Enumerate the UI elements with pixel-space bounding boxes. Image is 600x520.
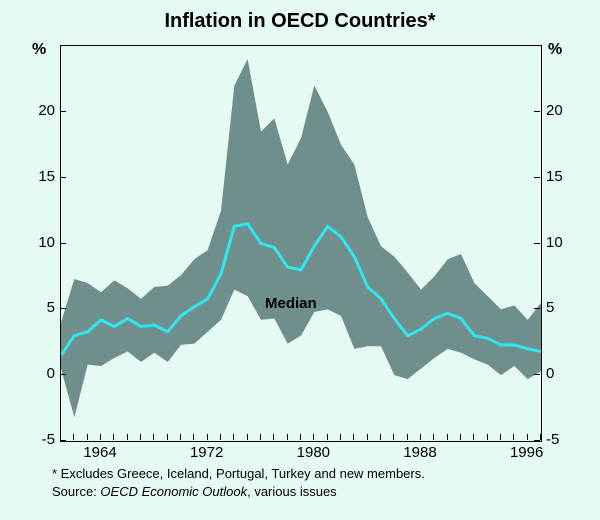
x-tick-mark xyxy=(380,434,381,440)
y-tick-label-left: 15 xyxy=(15,168,55,185)
plot-svg xyxy=(61,46,541,441)
x-tick-mark xyxy=(113,434,114,440)
chart-container: { "chart": { "type": "area+line", "title… xyxy=(0,0,600,520)
x-tick-mark xyxy=(393,434,394,440)
y-tick-mark xyxy=(534,440,540,441)
x-tick-label: 1964 xyxy=(75,444,125,461)
x-tick-mark xyxy=(500,434,501,440)
y-tick-mark xyxy=(534,374,540,375)
x-tick-mark xyxy=(433,434,434,440)
x-tick-mark xyxy=(300,434,301,440)
y-tick-label-right: -5 xyxy=(546,431,586,448)
x-tick-mark xyxy=(287,434,288,440)
x-tick-mark xyxy=(180,434,181,440)
x-tick-mark xyxy=(540,434,541,440)
x-tick-label: 1972 xyxy=(182,444,232,461)
x-tick-mark xyxy=(487,434,488,440)
x-tick-mark xyxy=(233,434,234,440)
x-tick-mark xyxy=(353,434,354,440)
x-tick-mark xyxy=(460,434,461,440)
x-tick-mark xyxy=(407,434,408,440)
y-tick-label-right: 5 xyxy=(546,299,586,316)
x-tick-mark xyxy=(60,434,61,440)
x-tick-mark xyxy=(313,434,314,440)
x-tick-mark xyxy=(153,434,154,440)
footnote-source: Source: OECD Economic Outlook, various i… xyxy=(52,484,337,499)
source-suffix: , various issues xyxy=(247,484,337,499)
x-tick-mark xyxy=(447,434,448,440)
x-tick-mark xyxy=(327,434,328,440)
y-axis-label-left: % xyxy=(32,41,46,59)
chart-title: Inflation in OECD Countries* xyxy=(0,10,600,33)
x-tick-mark xyxy=(100,434,101,440)
x-tick-mark xyxy=(73,434,74,440)
x-tick-mark xyxy=(527,434,528,440)
x-tick-mark xyxy=(220,434,221,440)
y-tick-label-right: 0 xyxy=(546,365,586,382)
x-tick-mark xyxy=(367,434,368,440)
y-tick-mark xyxy=(60,440,66,441)
y-tick-mark xyxy=(534,308,540,309)
x-tick-mark xyxy=(140,434,141,440)
x-tick-mark xyxy=(207,434,208,440)
y-tick-mark xyxy=(60,308,66,309)
x-tick-mark xyxy=(420,434,421,440)
y-tick-label-right: 15 xyxy=(546,168,586,185)
x-tick-label: 1996 xyxy=(502,444,552,461)
y-tick-mark xyxy=(60,374,66,375)
y-tick-label-left: 0 xyxy=(15,365,55,382)
x-tick-mark xyxy=(340,434,341,440)
x-tick-mark xyxy=(127,434,128,440)
source-prefix: Source: xyxy=(52,484,100,499)
y-tick-label-left: 20 xyxy=(15,102,55,119)
x-tick-mark xyxy=(87,434,88,440)
y-tick-label-right: 10 xyxy=(546,234,586,251)
y-tick-label-left: 10 xyxy=(15,234,55,251)
plot-area: Median xyxy=(60,45,542,442)
footnote-exclusions: * Excludes Greece, Iceland, Portugal, Tu… xyxy=(52,466,425,481)
x-tick-label: 1988 xyxy=(395,444,445,461)
x-tick-mark xyxy=(273,434,274,440)
x-tick-mark xyxy=(193,434,194,440)
inflation-band xyxy=(61,59,541,417)
y-tick-label-left: -5 xyxy=(15,431,55,448)
y-tick-mark xyxy=(60,111,66,112)
y-tick-mark xyxy=(60,177,66,178)
y-tick-label-right: 20 xyxy=(546,102,586,119)
y-tick-mark xyxy=(534,243,540,244)
x-tick-mark xyxy=(513,434,514,440)
x-tick-mark xyxy=(167,434,168,440)
source-title: OECD Economic Outlook xyxy=(100,484,247,499)
x-tick-mark xyxy=(247,434,248,440)
median-label: Median xyxy=(265,295,317,312)
x-tick-mark xyxy=(473,434,474,440)
x-tick-mark xyxy=(260,434,261,440)
y-tick-mark xyxy=(534,177,540,178)
y-tick-mark xyxy=(60,243,66,244)
y-tick-mark xyxy=(534,111,540,112)
y-tick-label-left: 5 xyxy=(15,299,55,316)
y-axis-label-right: % xyxy=(548,41,562,59)
x-tick-label: 1980 xyxy=(288,444,338,461)
